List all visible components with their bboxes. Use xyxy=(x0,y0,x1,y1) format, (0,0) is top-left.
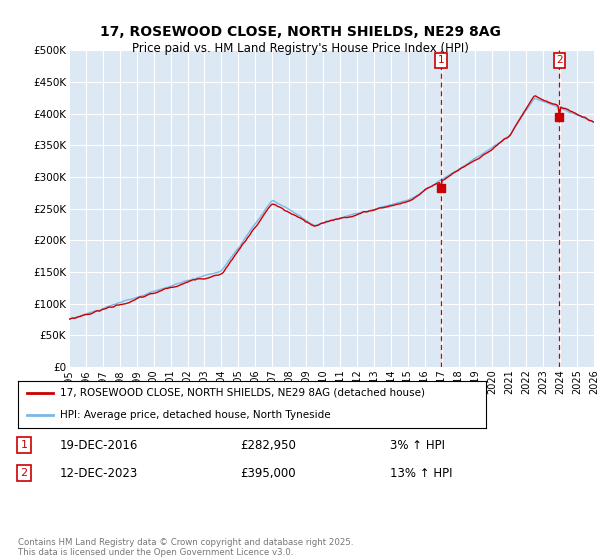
Text: 17, ROSEWOOD CLOSE, NORTH SHIELDS, NE29 8AG (detached house): 17, ROSEWOOD CLOSE, NORTH SHIELDS, NE29 … xyxy=(60,388,425,398)
Text: 1: 1 xyxy=(437,55,444,65)
Text: 2: 2 xyxy=(556,55,563,65)
Text: 3% ↑ HPI: 3% ↑ HPI xyxy=(390,438,445,452)
Text: HPI: Average price, detached house, North Tyneside: HPI: Average price, detached house, Nort… xyxy=(60,410,331,420)
Text: 19-DEC-2016: 19-DEC-2016 xyxy=(60,438,139,452)
Text: 2: 2 xyxy=(20,468,28,478)
Text: 13% ↑ HPI: 13% ↑ HPI xyxy=(390,466,452,480)
Text: Contains HM Land Registry data © Crown copyright and database right 2025.
This d: Contains HM Land Registry data © Crown c… xyxy=(18,538,353,557)
Text: £395,000: £395,000 xyxy=(240,466,296,480)
Text: Price paid vs. HM Land Registry's House Price Index (HPI): Price paid vs. HM Land Registry's House … xyxy=(131,42,469,55)
Text: £282,950: £282,950 xyxy=(240,438,296,452)
Text: 1: 1 xyxy=(20,440,28,450)
Text: 17, ROSEWOOD CLOSE, NORTH SHIELDS, NE29 8AG: 17, ROSEWOOD CLOSE, NORTH SHIELDS, NE29 … xyxy=(100,25,500,39)
Text: 12-DEC-2023: 12-DEC-2023 xyxy=(60,466,138,480)
